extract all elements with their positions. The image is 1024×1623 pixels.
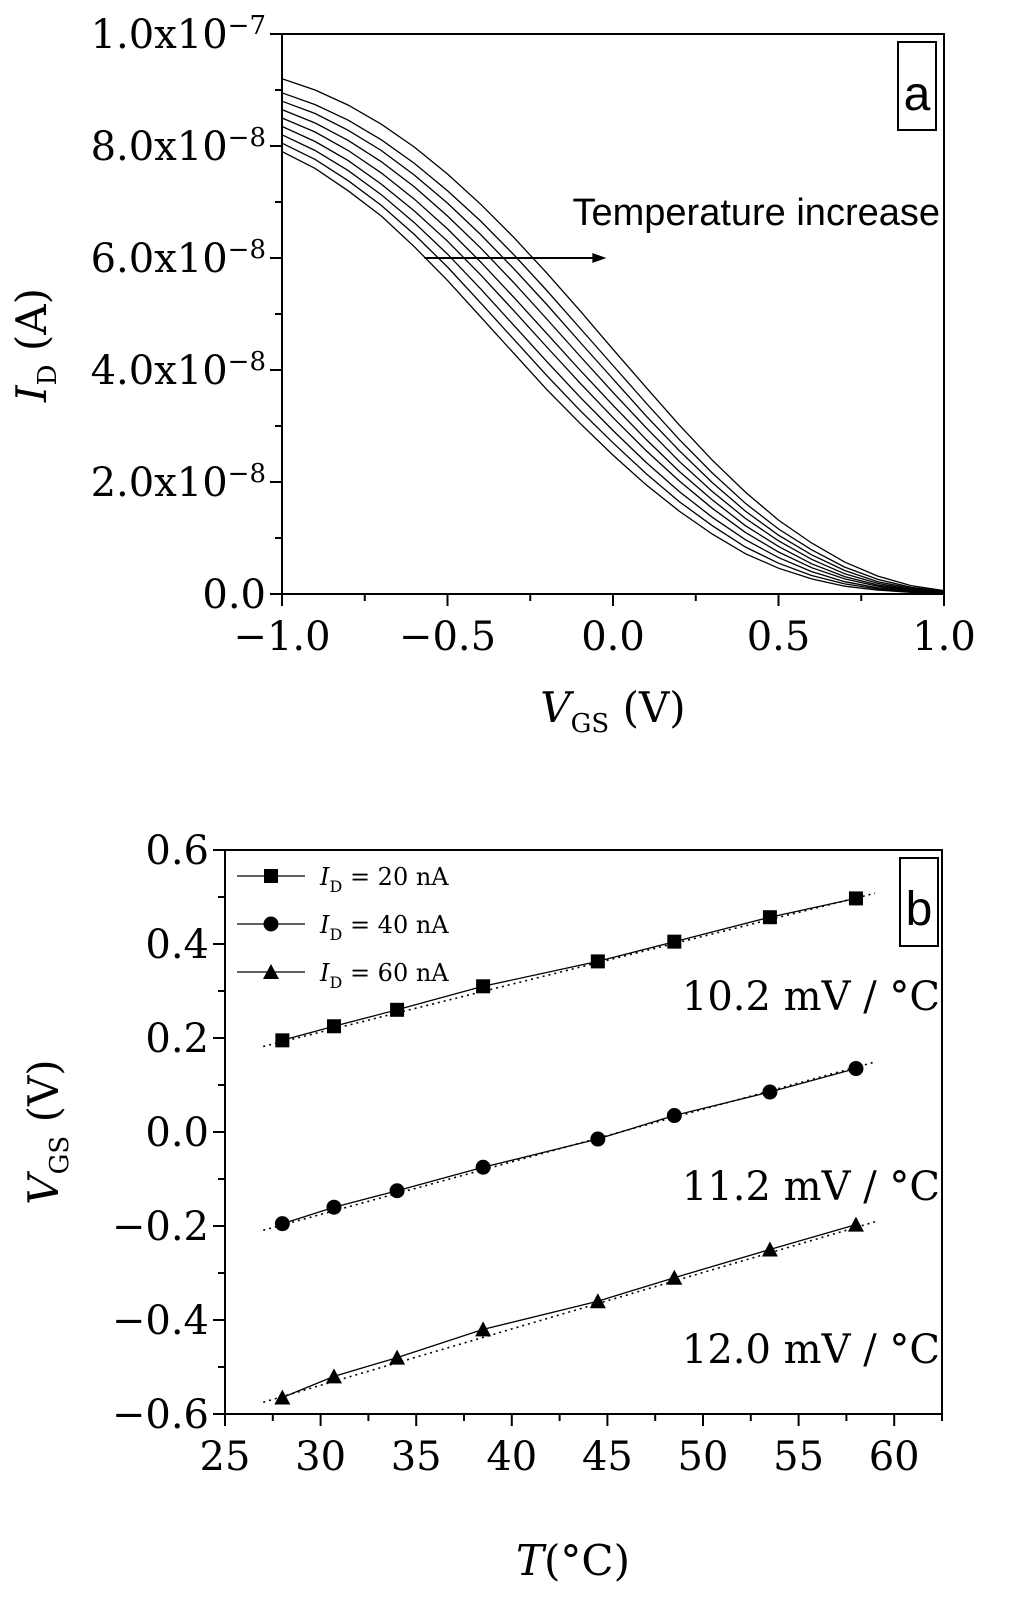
data-point-circle xyxy=(666,1108,682,1124)
id-vgs-curve xyxy=(281,151,945,595)
panel-a-x-ticks: −1.0 −0.5 0.0 0.5 1.0 xyxy=(233,594,976,660)
x-tick-label: 1.0 xyxy=(912,614,976,660)
id-vgs-curve xyxy=(281,142,945,594)
slope-label: 12.0 mV / °C xyxy=(682,1327,940,1373)
panel-b-y-ticks: −0.6 −0.4 −0.2 0.0 0.2 0.4 0.6 xyxy=(112,828,225,1438)
data-point-square xyxy=(476,979,491,994)
panel-b-series xyxy=(274,891,864,1405)
legend-marker-square xyxy=(264,869,278,883)
data-point-triangle xyxy=(666,1269,683,1285)
data-point-triangle xyxy=(389,1349,406,1365)
y-tick-label: 0.0 xyxy=(145,1110,209,1156)
legend-marker-triangle xyxy=(263,964,279,979)
x-tick-label: 25 xyxy=(200,1434,251,1480)
panel-a-temperature-arrow xyxy=(424,253,607,263)
x-tick-label: 35 xyxy=(391,1434,442,1480)
id-vgs-curve xyxy=(281,125,945,594)
legend-label: ID = 60 nA xyxy=(319,959,449,992)
y-tick-label: 2.0x10−8 xyxy=(91,459,266,506)
linear-fit-line xyxy=(263,1221,876,1404)
id-vgs-curve xyxy=(281,92,945,592)
series-line xyxy=(282,897,857,1041)
data-point-square xyxy=(848,891,863,906)
id-vgs-curve xyxy=(281,100,945,593)
x-tick-label: −1.0 xyxy=(233,614,330,660)
panel-a-plot-frame xyxy=(281,33,945,595)
panel-b-chart: 25 30 35 40 45 50 55 60 −0.6 −0.4 −0.2 0.0 0.2 0.4 0.… xyxy=(19,828,943,1585)
data-point-circle xyxy=(590,1131,606,1147)
data-point-triangle xyxy=(761,1241,778,1257)
x-tick-label: 60 xyxy=(869,1434,920,1480)
slope-label: 10.2 mV / °C xyxy=(682,974,940,1020)
panel-b-x-ticks: 25 30 35 40 45 50 55 60 xyxy=(200,1414,943,1480)
x-tick-label: 45 xyxy=(582,1434,633,1480)
legend-marker-circle xyxy=(263,916,279,932)
series-line xyxy=(282,1067,857,1225)
panel-a-label-box xyxy=(897,41,937,131)
y-tick-label: 0.2 xyxy=(145,1016,209,1062)
data-point-square xyxy=(667,934,682,949)
x-tick-label: 40 xyxy=(486,1434,537,1480)
panel-a-x-axis-label: VGS (V) xyxy=(540,683,685,739)
y-tick-label: −0.6 xyxy=(112,1392,209,1438)
data-point-triangle xyxy=(325,1368,342,1384)
x-tick-label: 30 xyxy=(295,1434,346,1480)
panel-b-x-axis-label: T(°C) xyxy=(516,1536,630,1585)
y-tick-label: 0.0 xyxy=(202,572,266,618)
x-tick-label: 55 xyxy=(773,1434,824,1480)
panel-b-slope-labels: 10.2 mV / °C 11.2 mV / °C 12.0 mV / °C xyxy=(682,974,940,1373)
data-point-circle xyxy=(389,1183,405,1199)
data-point-square xyxy=(275,1033,290,1048)
legend-label: ID = 20 nA xyxy=(319,863,449,896)
panel-a-annotation: Temperature increase xyxy=(572,192,940,234)
data-point-triangle xyxy=(475,1321,492,1337)
x-tick-label: −0.5 xyxy=(399,614,496,660)
y-tick-label: −0.4 xyxy=(112,1298,209,1344)
panel-b-label: b xyxy=(906,883,933,936)
legend-label: ID = 40 nA xyxy=(319,911,449,944)
data-point-circle xyxy=(475,1159,491,1175)
y-tick-label: 8.0x10−8 xyxy=(91,123,266,170)
id-vgs-curve xyxy=(281,78,945,592)
panel-a-curves xyxy=(281,78,945,595)
data-point-square xyxy=(390,1002,405,1017)
data-point-circle xyxy=(762,1084,778,1100)
y-tick-label: 6.0x10−8 xyxy=(91,235,266,282)
x-tick-label: 0.0 xyxy=(581,614,645,660)
y-tick-label: 4.0x10−8 xyxy=(91,347,266,394)
data-point-circle xyxy=(848,1061,864,1077)
id-vgs-curve xyxy=(281,108,945,593)
panel-a-y-ticks: 0.0 2.0x10−8 4.0x10−8 6.0x10−8 8.0x10−8 1.0x1… xyxy=(91,11,282,618)
slope-label: 11.2 mV / °C xyxy=(682,1164,940,1210)
x-tick-label: 0.5 xyxy=(747,614,811,660)
data-point-triangle xyxy=(589,1293,606,1309)
data-point-circle xyxy=(274,1216,290,1232)
arrow-head xyxy=(592,253,607,263)
panel-a-chart: −1.0 −0.5 0.0 0.5 1.0 0.0 2.0x10−8 4.0x10−8 6.0… xyxy=(7,11,976,739)
data-point-square xyxy=(762,910,777,925)
data-point-square xyxy=(590,954,605,969)
data-point-square xyxy=(326,1019,341,1034)
panel-b-legend: ID = 20 nA ID = 40 nA ID = 60 nA xyxy=(237,863,449,992)
panel-b-label-box xyxy=(899,857,939,947)
data-point-circle xyxy=(326,1199,342,1215)
series-line xyxy=(282,1223,857,1399)
y-tick-label: 0.4 xyxy=(145,922,209,968)
data-point-triangle xyxy=(847,1216,864,1232)
panel-a-y-axis-label: ID (A) xyxy=(7,288,63,403)
y-tick-label: 1.0x10−7 xyxy=(91,11,266,58)
panel-a-label: a xyxy=(904,68,931,121)
id-vgs-curve xyxy=(281,134,945,594)
x-tick-label: 50 xyxy=(678,1434,729,1480)
y-tick-label: −0.2 xyxy=(112,1204,209,1250)
y-tick-label: 0.6 xyxy=(145,828,209,874)
id-vgs-curve xyxy=(281,117,945,593)
data-point-triangle xyxy=(274,1389,291,1405)
panel-b-y-axis-label: VGS (V) xyxy=(19,1059,75,1204)
